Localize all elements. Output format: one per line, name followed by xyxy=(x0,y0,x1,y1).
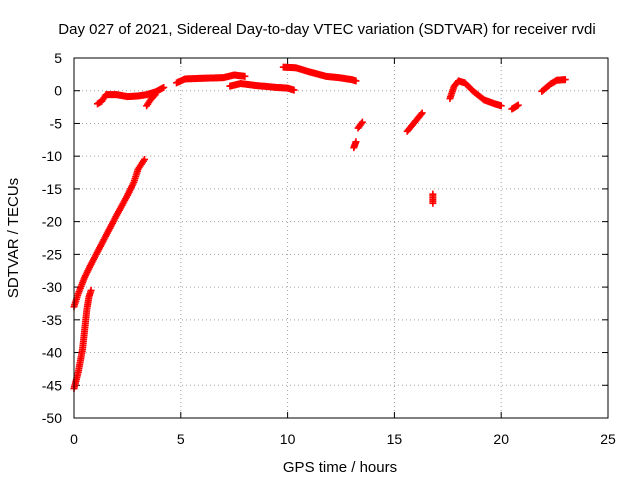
x-tick-label: 15 xyxy=(387,431,403,447)
y-tick-label: 0 xyxy=(54,83,62,99)
data-point-marker xyxy=(357,120,365,128)
data-point-marker xyxy=(561,76,569,84)
data-point-marker xyxy=(417,110,425,118)
data-point-marker xyxy=(352,138,360,146)
chart-title: Day 027 of 2021, Sidereal Day-to-day VTE… xyxy=(58,21,595,38)
y-tick-label: -35 xyxy=(42,312,62,328)
data-point-marker xyxy=(87,286,95,294)
axis-ticks: 0 5 10 15 20 25 5 0 -5 -10 -15 -20 -25 -30 -35 -40 -45 -5… xyxy=(42,50,616,447)
y-tick-label: -20 xyxy=(42,214,62,230)
y-tick-label: 5 xyxy=(54,50,62,66)
y-tick-label: -40 xyxy=(42,345,62,361)
data-point-marker xyxy=(358,118,366,126)
y-tick-label: -30 xyxy=(42,279,62,295)
y-tick-label: -50 xyxy=(42,410,62,426)
data-point-marker xyxy=(150,92,158,100)
data-point-marker xyxy=(497,102,505,110)
grid xyxy=(74,58,608,418)
data-point-marker xyxy=(140,155,148,163)
x-tick-label: 5 xyxy=(177,431,185,447)
data-point-marker xyxy=(429,199,437,207)
x-axis-title: GPS time / hours xyxy=(283,459,397,476)
y-tick-label: -25 xyxy=(42,246,62,262)
data-point-marker xyxy=(160,83,168,91)
x-tick-label: 20 xyxy=(493,431,509,447)
x-tick-label: 0 xyxy=(70,431,78,447)
x-tick-label: 10 xyxy=(280,431,296,447)
data-point-marker xyxy=(241,72,249,80)
data-point-marker xyxy=(352,77,360,85)
y-axis-title: SDTVAR / TECUs xyxy=(5,178,22,298)
data-point-marker xyxy=(418,109,426,117)
y-tick-label: -5 xyxy=(50,115,63,131)
data-points xyxy=(70,63,569,393)
y-tick-label: -15 xyxy=(42,181,62,197)
data-point-marker xyxy=(151,91,159,99)
plot-frame xyxy=(73,57,609,419)
y-tick-label: -45 xyxy=(42,377,62,393)
x-tick-label: 25 xyxy=(600,431,616,447)
y-tick-label: -10 xyxy=(42,148,62,164)
data-point-marker xyxy=(290,86,298,94)
data-point-marker xyxy=(514,101,522,109)
